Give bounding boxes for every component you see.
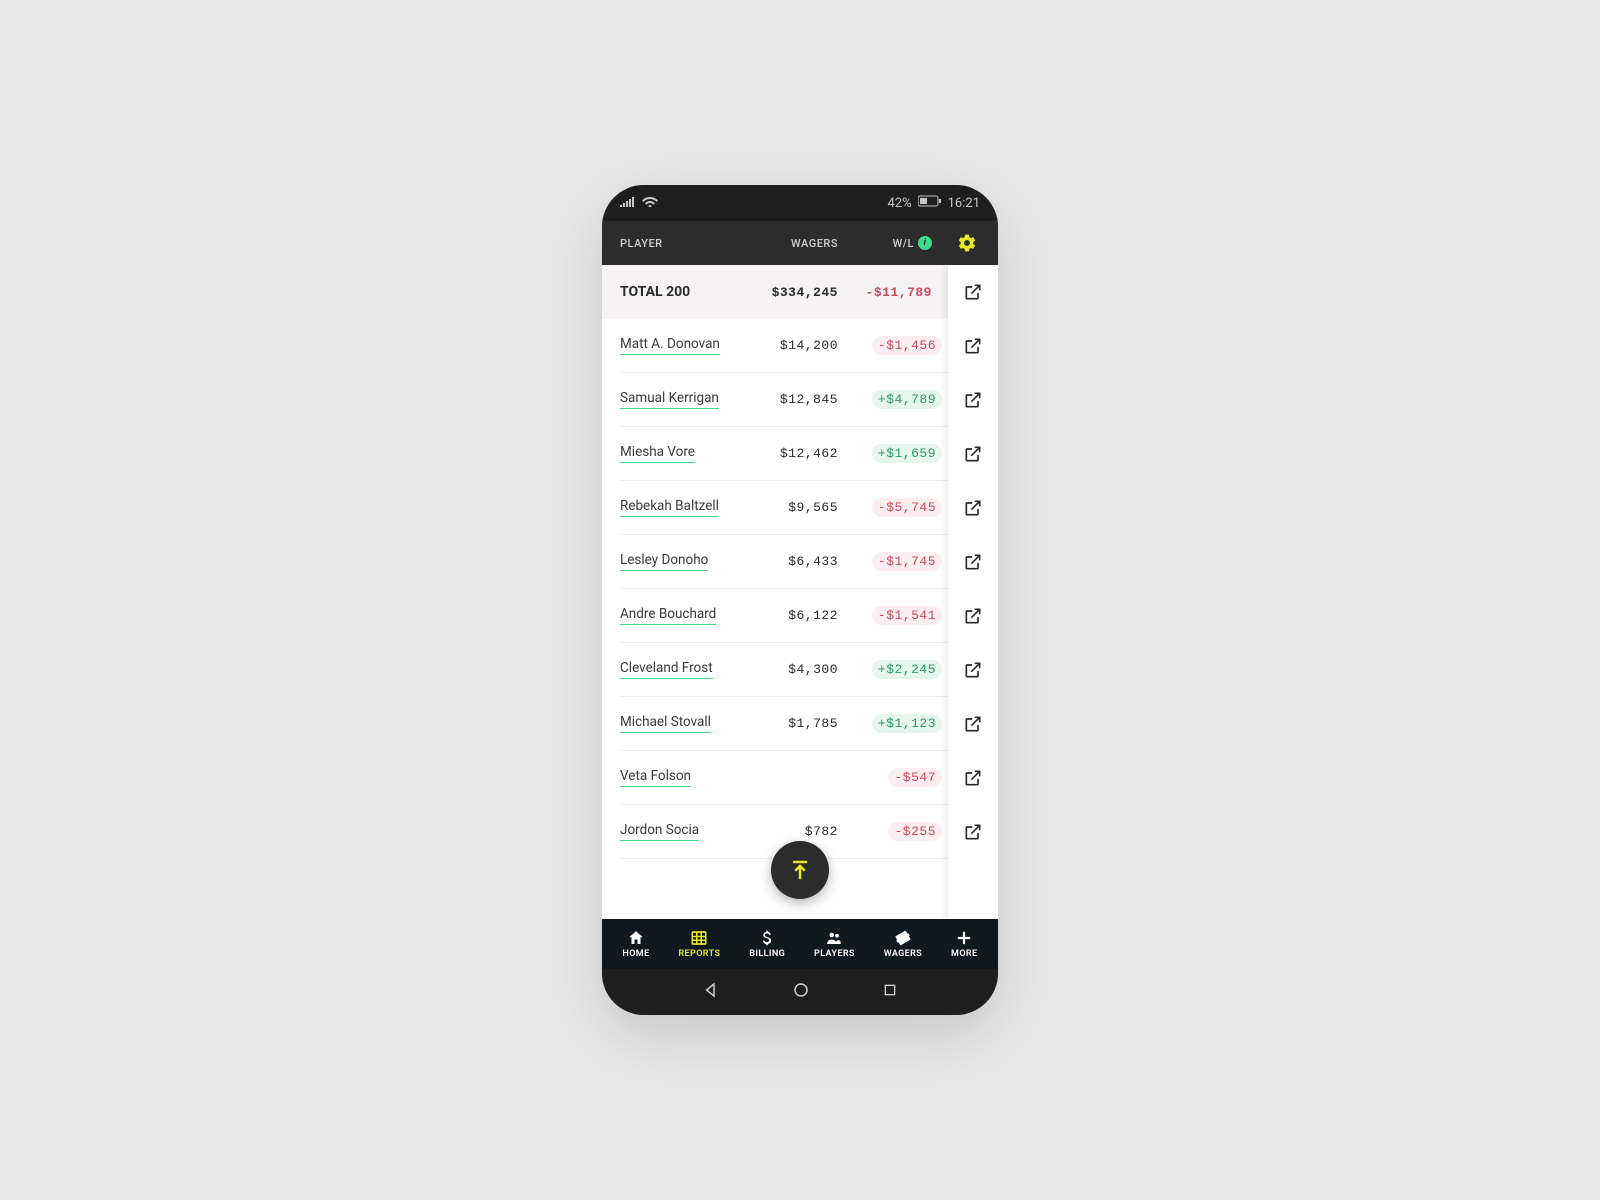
android-recent-button[interactable] (882, 982, 898, 1002)
open-row-button[interactable] (948, 805, 998, 859)
nav-label: REPORTS (678, 949, 720, 959)
wifi-icon (642, 195, 658, 211)
action-column (948, 265, 998, 919)
wl-value: +$2,245 (838, 660, 942, 679)
wagers-value: $782 (752, 824, 838, 839)
wagers-value: $9,565 (752, 500, 838, 515)
open-row-button[interactable] (948, 643, 998, 697)
nav-label: WAGERS (884, 949, 922, 959)
player-name-link[interactable]: Rebekah Baltzell (620, 498, 752, 517)
header-player[interactable]: PLAYER (602, 237, 752, 250)
nav-players[interactable]: PLAYERS (814, 929, 855, 959)
nav-reports[interactable]: REPORTS (678, 929, 720, 959)
open-row-button[interactable] (948, 427, 998, 481)
table-row: Samual Kerrigan$12,845+$4,789 (620, 373, 980, 427)
table-row: Rebekah Baltzell$9,565-$5,745 (620, 481, 980, 535)
nav-label: MORE (951, 949, 977, 959)
table-row: Miesha Vore$12,462+$1,659 (620, 427, 980, 481)
nav-billing[interactable]: BILLING (749, 929, 785, 959)
wl-value: -$255 (838, 822, 942, 841)
player-name-link[interactable]: Michael Stovall (620, 714, 752, 733)
player-name-link[interactable]: Andre Bouchard (620, 606, 752, 625)
player-name-link[interactable]: Cleveland Frost (620, 660, 752, 679)
total-wl: -$11,789 (838, 285, 942, 300)
player-name-link[interactable]: Veta Folson (620, 768, 752, 787)
open-row-button[interactable] (948, 589, 998, 643)
table-row: Andre Bouchard$6,122-$1,541 (620, 589, 980, 643)
header-wl-label: W/L (893, 237, 914, 250)
wl-value: +$1,659 (838, 444, 942, 463)
table-body: TOTAL 200$334,245-$11,789Matt A. Donovan… (602, 265, 998, 919)
table-row: Cleveland Frost$4,300+$2,245 (620, 643, 980, 697)
open-row-button[interactable] (948, 319, 998, 373)
total-row: TOTAL 200$334,245-$11,789 (602, 265, 998, 319)
battery-percent: 42% (887, 196, 911, 211)
player-name-link[interactable]: Matt A. Donovan (620, 336, 752, 355)
player-name-link[interactable]: Lesley Donoho (620, 552, 752, 571)
table-row: Veta Folson -$547 (620, 751, 980, 805)
scroll-to-top-button[interactable] (771, 841, 829, 899)
wagers-value: $6,122 (752, 608, 838, 623)
open-row-button[interactable] (948, 265, 998, 319)
nav-home[interactable]: HOME (622, 929, 649, 959)
wl-value: +$4,789 (838, 390, 942, 409)
table-row: Michael Stovall$1,785+$1,123 (620, 697, 980, 751)
status-bar: 42% 16:21 (602, 185, 998, 221)
phone-frame: 42% 16:21 PLAYER WAGERS W/L i TOTAL 200$… (602, 185, 998, 1015)
wagers-value: $4,300 (752, 662, 838, 677)
wagers-value: $1,785 (752, 716, 838, 731)
android-back-button[interactable] (702, 981, 720, 1003)
wl-value: -$1,456 (838, 336, 942, 355)
player-name-link[interactable]: Miesha Vore (620, 444, 752, 463)
wagers-value: $12,845 (752, 392, 838, 407)
android-home-button[interactable] (792, 981, 810, 1003)
table-row: Lesley Donoho$6,433-$1,745 (620, 535, 980, 589)
open-row-button[interactable] (948, 373, 998, 427)
nav-label: BILLING (749, 949, 785, 959)
wagers-value: $12,462 (752, 446, 838, 461)
nav-label: HOME (622, 949, 649, 959)
wl-value: -$1,541 (838, 606, 942, 625)
open-row-button[interactable] (948, 481, 998, 535)
open-row-button[interactable] (948, 697, 998, 751)
nav-more[interactable]: MORE (951, 929, 977, 959)
signal-icon (620, 195, 636, 211)
bottom-nav: HOME REPORTS BILLING PLAYERS WAGERS MORE (602, 919, 998, 969)
wl-value: -$1,745 (838, 552, 942, 571)
wagers-value: $14,200 (752, 338, 838, 353)
status-time: 16:21 (948, 196, 980, 211)
info-icon[interactable]: i (918, 236, 932, 250)
wagers-value: $6,433 (752, 554, 838, 569)
table-header: PLAYER WAGERS W/L i (602, 221, 998, 265)
player-name-link[interactable]: Samual Kerrigan (620, 390, 752, 409)
android-nav-bar (602, 969, 998, 1015)
total-wagers: $334,245 (752, 285, 838, 300)
player-name-link[interactable]: Jordon Socia (620, 822, 752, 841)
nav-wagers[interactable]: WAGERS (884, 929, 922, 959)
table-row: Matt A. Donovan$14,200-$1,456 (620, 319, 980, 373)
header-wl[interactable]: W/L i (838, 236, 942, 250)
open-row-button[interactable] (948, 751, 998, 805)
battery-icon (918, 195, 942, 211)
open-row-button[interactable] (948, 535, 998, 589)
total-label: TOTAL 200 (602, 284, 752, 300)
header-wagers[interactable]: WAGERS (752, 237, 838, 250)
wl-value: -$5,745 (838, 498, 942, 517)
wl-value: +$1,123 (838, 714, 942, 733)
wl-value: -$547 (838, 768, 942, 787)
settings-button[interactable] (942, 233, 992, 253)
nav-label: PLAYERS (814, 949, 855, 959)
